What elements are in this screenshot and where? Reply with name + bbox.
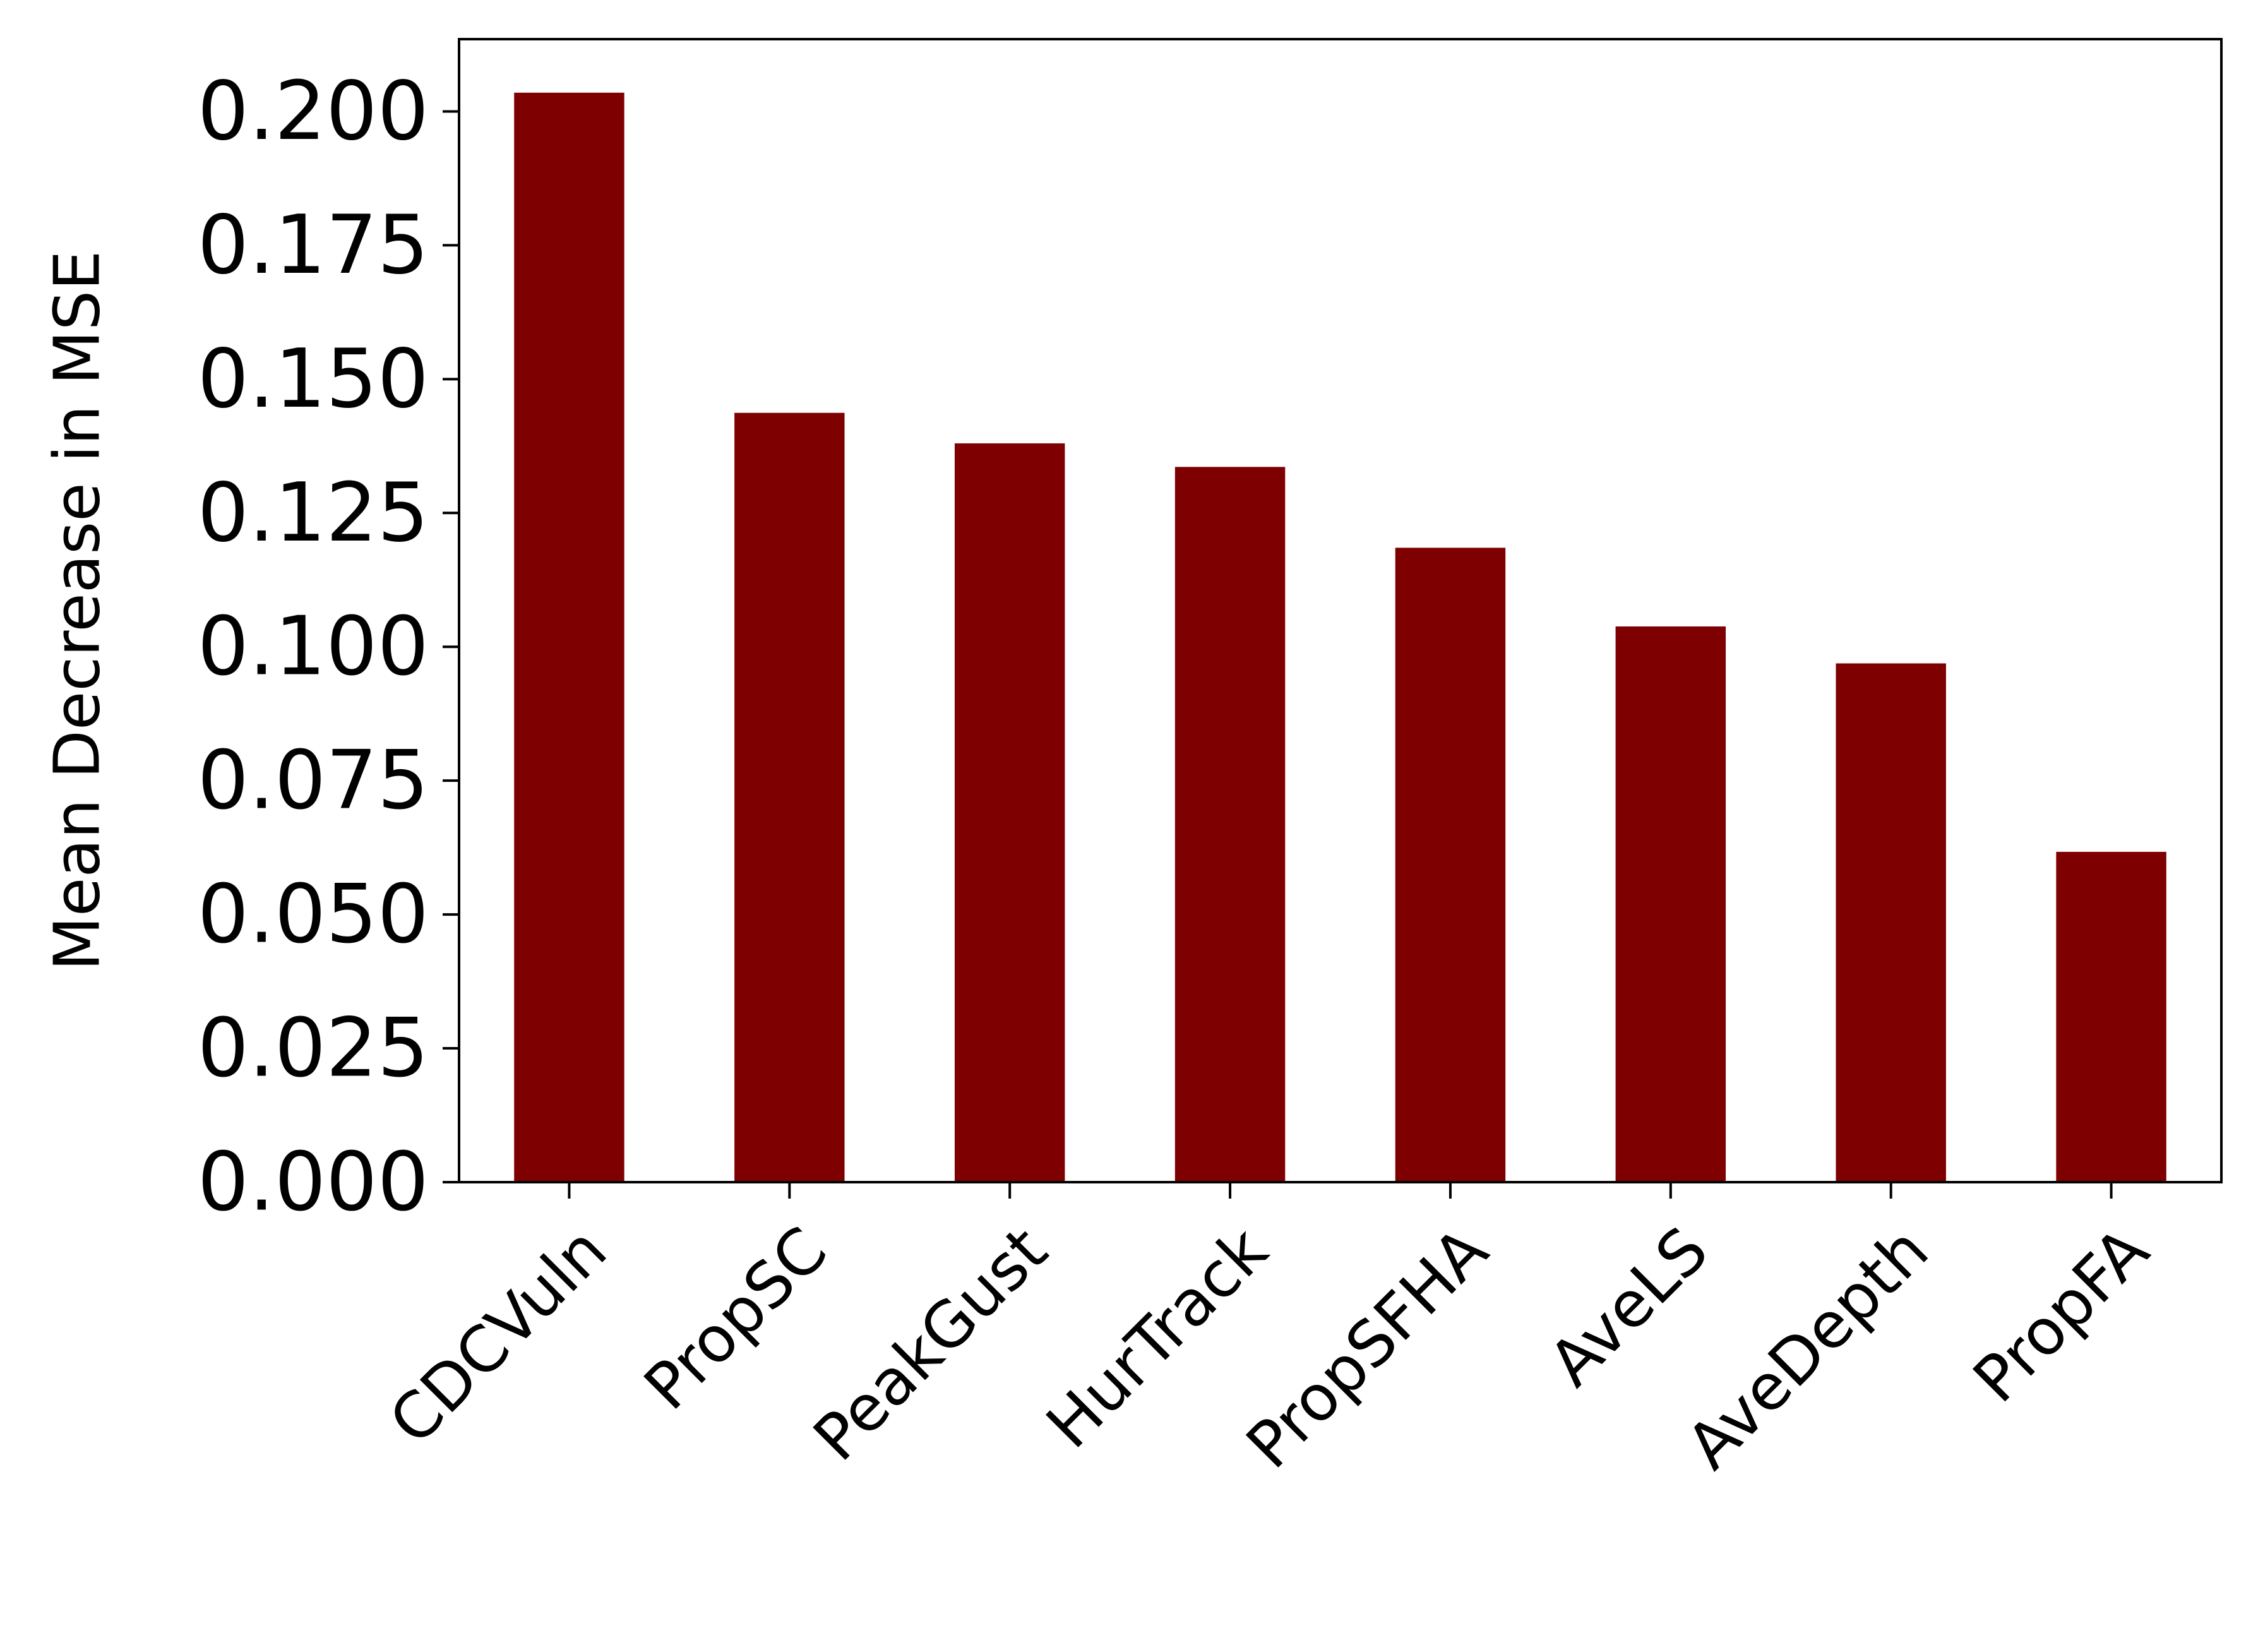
bar-propsfha — [1395, 548, 1506, 1182]
bar-avels — [1615, 626, 1726, 1182]
bar-propfa — [2056, 851, 2166, 1182]
x-tick-label: AveDepth — [1673, 1213, 1943, 1483]
x-tick-label: PropFA — [1959, 1213, 2163, 1416]
bars-group — [514, 92, 2166, 1183]
y-tick-label: 0.100 — [198, 600, 429, 694]
x-tick-label: PeakGust — [799, 1213, 1061, 1475]
y-tick-label: 0.000 — [198, 1135, 429, 1230]
bar-hurtrack — [1174, 467, 1286, 1183]
x-tick-label: PropSC — [630, 1213, 841, 1424]
y-tick-label: 0.075 — [198, 734, 429, 828]
x-tick-label: PropSFHA — [1233, 1213, 1502, 1483]
y-tick-label: 0.150 — [198, 332, 429, 426]
bar-cdcvuln — [514, 92, 624, 1183]
bar-propsc — [734, 412, 845, 1182]
y-axis: 0.000 0.025 0.050 0.075 0.100 0.125 0.150 0.175… — [198, 64, 459, 1230]
y-tick-label: 0.050 — [198, 868, 429, 962]
y-axis-label: Mean Decrease in MSE — [40, 251, 114, 971]
bar-avedepth — [1836, 663, 1946, 1182]
x-tick-label: CDCVuln — [375, 1213, 621, 1459]
bar-peakgust — [954, 443, 1065, 1182]
plot-frame — [458, 38, 2223, 1183]
x-tick-label: AveLS — [1535, 1213, 1723, 1401]
y-tick-label: 0.175 — [198, 198, 429, 292]
y-tick-label: 0.200 — [198, 64, 429, 159]
y-tick-label: 0.125 — [198, 466, 429, 560]
y-tick-label: 0.025 — [198, 1002, 429, 1096]
